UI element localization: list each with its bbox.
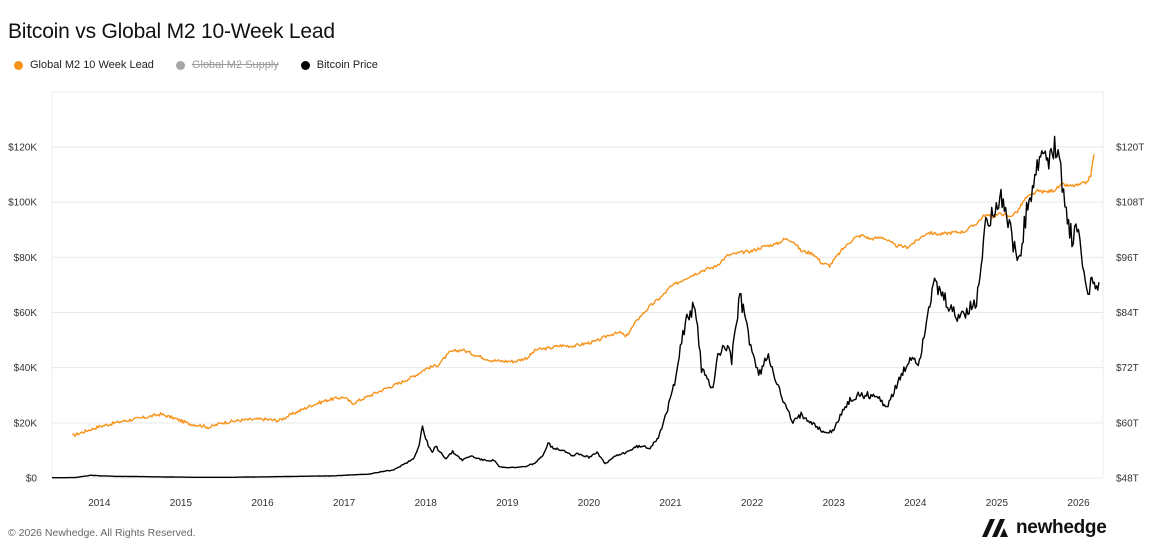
right-axis-tick: $48T bbox=[1116, 474, 1139, 485]
legend-item-global-m2-supply[interactable]: Global M2 Supply bbox=[175, 59, 279, 71]
x-axis-tick: 2015 bbox=[170, 498, 193, 509]
legend-dot-black bbox=[300, 60, 310, 70]
brand-name: newhedge bbox=[1016, 517, 1107, 538]
left-axis: $0 $20K $40K $60K $80K $100K $120K bbox=[8, 143, 37, 485]
x-axis-tick: 2017 bbox=[333, 498, 356, 509]
plot-frame bbox=[51, 91, 1104, 479]
x-axis-tick: 2021 bbox=[659, 498, 682, 509]
left-axis-tick: $40K bbox=[14, 363, 38, 374]
right-axis-tick: $72T bbox=[1116, 363, 1139, 374]
x-axis: 2014 2015 2016 2017 2018 2019 2020 2021 2022 2023… bbox=[88, 498, 1090, 509]
x-axis-tick: 2020 bbox=[578, 498, 601, 509]
x-axis-tick: 2023 bbox=[823, 498, 846, 509]
series-line-bitcoin-price bbox=[52, 135, 1100, 479]
right-axis-tick: $84T bbox=[1116, 308, 1139, 319]
copyright-footer: © 2026 Newhedge. All Rights Reserved. bbox=[8, 527, 196, 539]
left-axis-tick: $100K bbox=[8, 198, 37, 209]
legend-label: Bitcoin Price bbox=[316, 59, 378, 71]
x-axis-tick: 2018 bbox=[415, 498, 438, 509]
x-axis-tick: 2022 bbox=[741, 498, 764, 509]
brand-logo[interactable]: newhedge bbox=[982, 517, 1107, 539]
chart-canvas[interactable]: $0 $20K $40K $60K $80K $100K $120K $48T $60T $72… bbox=[0, 0, 1153, 510]
right-axis-tick: $120T bbox=[1116, 143, 1144, 154]
right-axis-tick: $60T bbox=[1116, 418, 1139, 429]
right-axis: $48T $60T $72T $84T $96T $108T $120T bbox=[1116, 143, 1144, 485]
x-axis-tick: 2014 bbox=[88, 498, 111, 509]
right-axis-tick: $108T bbox=[1116, 198, 1144, 209]
left-axis-tick: $80K bbox=[14, 253, 38, 264]
legend-dot-orange bbox=[14, 60, 23, 70]
legend-label: Global M2 10 Week Lead bbox=[30, 59, 154, 71]
legend-dot-gray bbox=[175, 60, 185, 70]
legend-item-global-m2-lead[interactable]: Global M2 10 Week Lead bbox=[14, 59, 154, 71]
grid-lines bbox=[51, 91, 1104, 479]
left-axis-tick: $20K bbox=[14, 418, 38, 429]
x-axis-tick: 2019 bbox=[496, 498, 519, 509]
x-axis-tick: 2016 bbox=[251, 498, 274, 509]
x-axis-tick: 2026 bbox=[1067, 498, 1090, 509]
left-axis-tick: $0 bbox=[26, 474, 38, 485]
series-layer bbox=[52, 135, 1100, 479]
newhedge-logo-icon bbox=[982, 519, 1008, 537]
left-axis-tick: $120K bbox=[8, 143, 37, 154]
x-axis-tick: 2025 bbox=[986, 498, 1009, 509]
left-axis-tick: $60K bbox=[14, 308, 38, 319]
chart-title: Bitcoin vs Global M2 10-Week Lead bbox=[8, 20, 335, 43]
legend-item-bitcoin-price[interactable]: Bitcoin Price bbox=[300, 59, 378, 71]
legend-label: Global M2 Supply bbox=[191, 59, 279, 71]
legend: Global M2 10 Week Lead Global M2 Supply … bbox=[14, 59, 400, 71]
x-axis-tick: 2024 bbox=[904, 498, 927, 509]
right-axis-tick: $96T bbox=[1116, 253, 1139, 264]
series-line-global-m2-lead bbox=[72, 154, 1095, 437]
